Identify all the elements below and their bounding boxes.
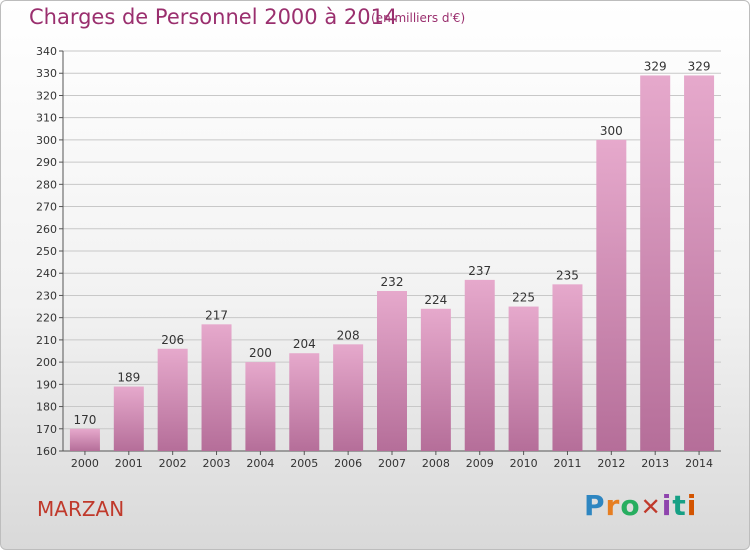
x-tick-label-2006: 2006 xyxy=(334,457,362,470)
x-tick-label-2012: 2012 xyxy=(597,457,625,470)
y-tick-label: 270 xyxy=(36,201,57,214)
y-tick-label: 300 xyxy=(36,134,57,147)
chart-subtitle: (en milliers d'€) xyxy=(371,11,466,25)
value-label-2000: 170 xyxy=(73,413,96,427)
x-tick-label-2013: 2013 xyxy=(641,457,669,470)
bar-2011 xyxy=(552,284,583,451)
value-label-2007: 232 xyxy=(381,275,404,289)
value-label-2004: 200 xyxy=(249,346,272,360)
y-tick-label: 160 xyxy=(36,445,57,458)
value-label-2001: 189 xyxy=(117,371,140,385)
bar-2005 xyxy=(289,353,320,451)
x-tick-label-2011: 2011 xyxy=(553,457,581,470)
x-tick-label-2000: 2000 xyxy=(71,457,99,470)
value-label-2013: 329 xyxy=(644,59,667,73)
x-tick-label-2005: 2005 xyxy=(290,457,318,470)
y-tick-label: 260 xyxy=(36,223,57,236)
x-tick-label-2002: 2002 xyxy=(159,457,187,470)
y-tick-label: 200 xyxy=(36,356,57,369)
y-tick-label: 280 xyxy=(36,178,57,191)
proxiti-logo: Pro✕iti xyxy=(584,489,698,522)
bar-2000 xyxy=(69,428,100,451)
x-tick-label-2009: 2009 xyxy=(466,457,494,470)
value-label-2003: 217 xyxy=(205,308,228,322)
bar-2001 xyxy=(113,386,144,451)
y-tick-label: 190 xyxy=(36,378,57,391)
x-tick-labels: 2000 2001 2002 2003 2004 2005 2006 2007 2008 2009… xyxy=(71,457,713,470)
value-label-2010: 225 xyxy=(512,291,535,305)
bars xyxy=(69,75,715,451)
value-label-2002: 206 xyxy=(161,333,184,347)
bar-2008 xyxy=(420,308,451,451)
y-tick-label: 170 xyxy=(36,423,57,436)
y-tick-label: 210 xyxy=(36,334,57,347)
x-tick-label-2007: 2007 xyxy=(378,457,406,470)
bar-2010 xyxy=(508,306,539,451)
value-label-2012: 300 xyxy=(600,124,623,138)
value-label-2009: 237 xyxy=(468,264,491,278)
y-tick-label: 310 xyxy=(36,112,57,125)
x-tick-label-2014: 2014 xyxy=(685,457,713,470)
bar-2004 xyxy=(245,362,276,451)
value-label-2008: 224 xyxy=(424,293,447,307)
x-tick-label-2010: 2010 xyxy=(510,457,538,470)
y-tick-label: 250 xyxy=(36,245,57,258)
bar-2012 xyxy=(596,139,627,451)
bar-2003 xyxy=(201,324,232,451)
x-tick-label-2003: 2003 xyxy=(203,457,231,470)
y-tick-label: 330 xyxy=(36,67,57,80)
value-label-2014: 329 xyxy=(688,59,711,73)
bar-2014 xyxy=(684,75,715,451)
y-tick-label: 340 xyxy=(36,45,57,58)
y-tick-label: 240 xyxy=(36,267,57,280)
y-tick-label: 230 xyxy=(36,289,57,302)
chart-title: Charges de Personnel 2000 à 2014 xyxy=(29,5,398,29)
value-label-2005: 204 xyxy=(293,337,316,351)
bar-2013 xyxy=(640,75,671,451)
bar-2007 xyxy=(377,291,407,451)
bar-2002 xyxy=(157,348,188,451)
y-tick-label: 290 xyxy=(36,156,57,169)
bar-2009 xyxy=(464,279,495,451)
bar-2006 xyxy=(333,344,364,451)
value-label-2011: 235 xyxy=(556,268,579,282)
y-tick-label: 320 xyxy=(36,89,57,102)
y-tick-labels: 160 170 180 190 200 210 220 230 240 250 260 270 280 2… xyxy=(36,45,57,458)
x-tick-label-2004: 2004 xyxy=(246,457,274,470)
commune-name: MARZAN xyxy=(37,497,125,521)
value-labels: 170 189 206 217 200 204 208 232 224 237 225 235 300 3… xyxy=(73,59,710,426)
y-tick-label: 180 xyxy=(36,401,57,414)
y-tick-label: 220 xyxy=(36,312,57,325)
x-tick-label-2008: 2008 xyxy=(422,457,450,470)
value-label-2006: 208 xyxy=(337,328,360,342)
x-tick-label-2001: 2001 xyxy=(115,457,143,470)
